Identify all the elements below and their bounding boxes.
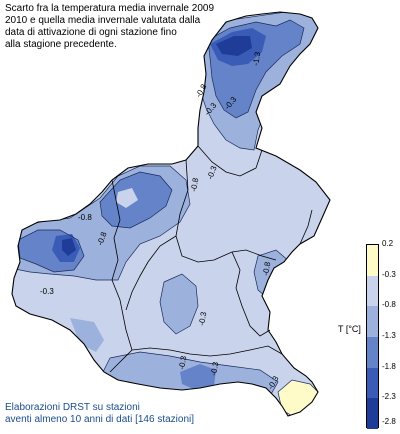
legend-tick-label: -0.8 [382, 301, 400, 309]
legend-color-bar [366, 244, 379, 428]
legend-swatch [367, 276, 378, 307]
legend-tick-label: -1.8 [382, 363, 400, 371]
legend-tick-label: -2.3 [382, 393, 400, 401]
legend-title: T [°C] [338, 324, 361, 334]
title-line: data di attivazione di ogni stazione fin… [5, 27, 220, 39]
legend-tick-label: -2.8 [382, 418, 400, 426]
legend-tick-label: 0.2 [382, 240, 400, 248]
legend-swatch [367, 245, 378, 276]
title-line: alla stagione precedente. [5, 39, 220, 51]
title-line: Scarto fra la temperatura media invernal… [5, 3, 220, 15]
legend-swatch [367, 368, 378, 399]
contour-label: -0.8 [78, 213, 92, 222]
footer-line: aventi almeno 10 anni di dati [146 stazi… [5, 414, 194, 426]
legend-tick-label: -0.3 [382, 271, 400, 279]
title-line: 2010 e quella media invernale valutata d… [5, 15, 220, 27]
map-footer: Elaborazioni DRST su stazioni aventi alm… [5, 402, 194, 426]
color-legend: T [°C] 0.2 -0.3 -0.8 -1.3 -1.8 -2.3 -2.8 [338, 244, 400, 430]
contour-label: -0.3 [40, 287, 54, 296]
legend-swatch [367, 398, 378, 429]
legend-swatch [367, 306, 378, 337]
map-title: Scarto fra la temperatura media invernal… [5, 3, 220, 51]
footer-line: Elaborazioni DRST su stazioni [5, 402, 194, 414]
legend-swatch [367, 337, 378, 368]
legend-tick-label: -1.3 [382, 332, 400, 340]
